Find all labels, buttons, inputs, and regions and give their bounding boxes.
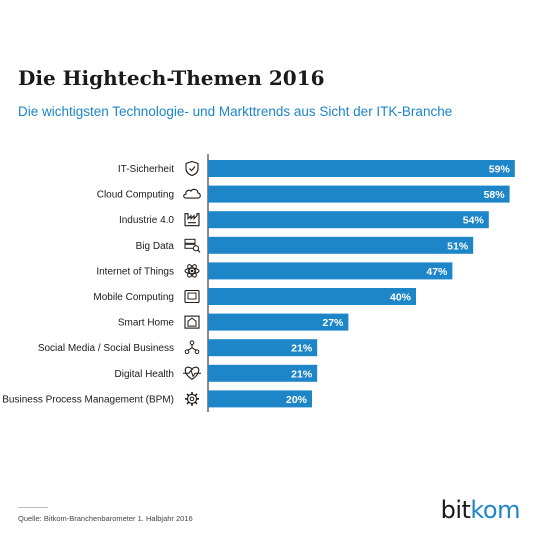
source-note: Quelle: Bitkom-Branchenbarometer 1. Halb…	[18, 514, 193, 523]
value-label: 54%	[463, 215, 485, 227]
category-label: IT-Sicherheit	[118, 164, 174, 175]
category-label: Smart Home	[118, 318, 175, 329]
category-label: Mobile Computing	[93, 292, 174, 303]
category-label: Big Data	[136, 241, 175, 252]
bar	[208, 211, 489, 229]
category-label: Business Process Management (BPM)	[2, 394, 174, 405]
category-label: Digital Health	[115, 369, 174, 380]
bar	[208, 288, 416, 305]
heart-pulse-icon	[183, 366, 201, 380]
chart-title: Die Hightech-Themen 2016	[18, 66, 325, 90]
gear-icon	[185, 391, 199, 406]
value-label: 21%	[291, 343, 313, 355]
value-label: 21%	[291, 368, 313, 380]
value-label: 59%	[489, 164, 511, 176]
atom-icon	[184, 264, 200, 278]
mobile-device-icon	[184, 289, 200, 304]
database-search-icon	[184, 238, 201, 253]
bitkom-logo: bitkom	[440, 496, 521, 524]
value-label: 20%	[286, 394, 308, 406]
cloud-icon	[183, 188, 201, 199]
shield-icon	[185, 160, 199, 177]
bar	[208, 185, 510, 203]
logo-part-1: bit	[440, 496, 471, 524]
chart-subtitle: Die wichtigsten Technologie- und Markttr…	[18, 104, 453, 119]
factory-icon	[184, 213, 200, 227]
bar	[208, 364, 318, 382]
bar	[208, 390, 312, 408]
bar	[208, 313, 349, 331]
logo-part-2: kom	[470, 496, 520, 524]
footer-divider	[18, 507, 48, 508]
category-label: Cloud Computing	[97, 190, 174, 201]
value-label: 51%	[447, 240, 469, 252]
category-label: Social Media / Social Business	[38, 343, 174, 354]
bar	[208, 160, 515, 177]
value-label: 27%	[322, 317, 344, 329]
category-label: Internet of Things	[96, 266, 174, 277]
network-people-icon	[184, 340, 200, 355]
bar	[208, 262, 453, 280]
home-icon	[184, 315, 200, 329]
value-label: 47%	[426, 266, 448, 278]
value-label: 58%	[484, 189, 506, 201]
category-label: Industrie 4.0	[119, 215, 174, 226]
value-label: 40%	[390, 292, 412, 304]
bar	[208, 339, 318, 357]
bar	[208, 236, 474, 254]
